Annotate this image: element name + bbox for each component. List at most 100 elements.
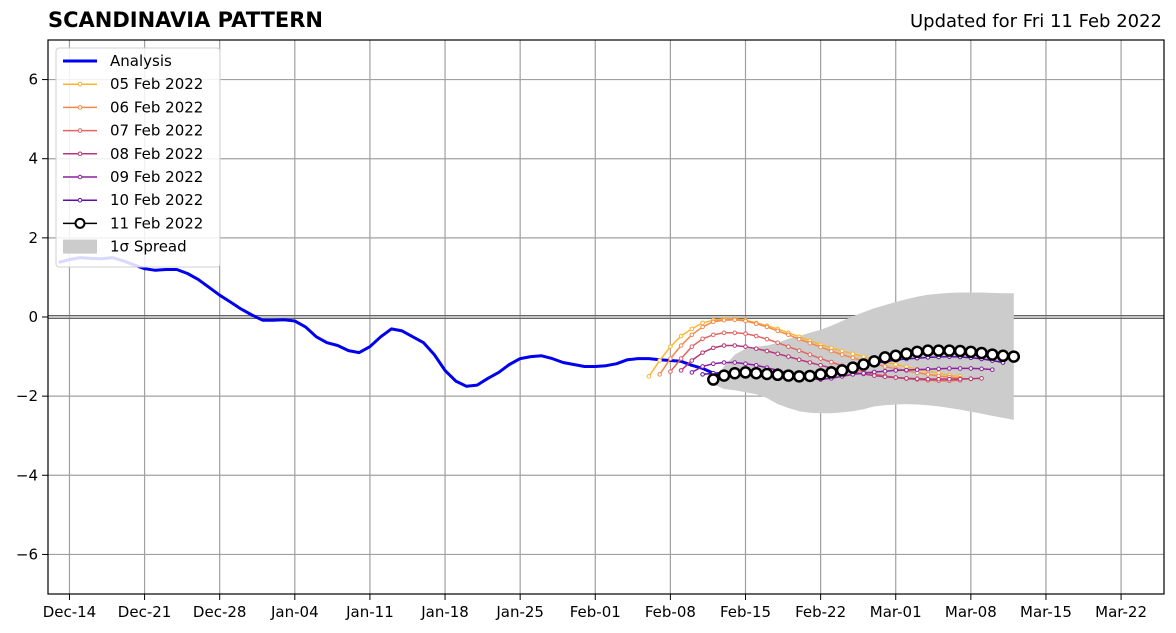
x-tick-label: Dec-14 <box>43 603 97 621</box>
series-layer <box>58 256 1021 388</box>
series-point <box>835 364 849 377</box>
series-point <box>711 345 716 351</box>
series-point <box>839 348 845 354</box>
series-point <box>717 369 731 382</box>
series-point <box>796 336 802 342</box>
series-point <box>721 360 727 365</box>
series-point <box>689 370 695 375</box>
legend-label: 05 Feb 2022 <box>110 75 203 93</box>
series-point <box>979 376 984 381</box>
series-point <box>893 368 899 373</box>
series-point <box>775 351 780 357</box>
series-point <box>803 369 817 383</box>
series-point <box>796 357 802 363</box>
series-point <box>882 374 888 380</box>
series-point <box>850 351 856 357</box>
series-point <box>753 333 759 339</box>
series-point <box>721 343 727 348</box>
legend-label: 07 Feb 2022 <box>110 122 203 140</box>
series-point <box>846 361 860 374</box>
series-point <box>910 345 924 359</box>
series-point <box>990 367 995 372</box>
legend-swatch-marker <box>77 81 83 87</box>
series-point <box>657 358 662 363</box>
series-point <box>792 370 806 383</box>
series-point <box>700 372 705 377</box>
series-point <box>882 368 888 374</box>
series-point <box>893 362 899 367</box>
series-point <box>700 364 705 369</box>
axes-layer: Dec-14 Dec-21 Dec-28 Jan-04 Jan-11 Jan-18 Jan-… <box>16 39 1165 621</box>
series-point <box>764 336 770 342</box>
series-point <box>900 347 913 361</box>
series-point <box>871 369 877 375</box>
x-tick-label: Jan-25 <box>495 603 544 621</box>
legend-label: Analysis <box>110 52 172 70</box>
series-point <box>996 349 1010 363</box>
series-point <box>678 356 684 361</box>
series-point <box>700 320 705 326</box>
series-point <box>914 367 920 372</box>
series-point <box>707 373 720 386</box>
x-tick-label: Mar-08 <box>945 603 997 621</box>
series-point <box>829 359 834 365</box>
series-point <box>721 330 727 336</box>
y-tick-label: 0 <box>28 308 38 326</box>
series-point <box>668 344 673 349</box>
series-point <box>936 376 941 382</box>
series-point <box>825 366 838 379</box>
legend-swatch-marker <box>74 217 86 229</box>
series-point <box>871 373 877 378</box>
series-point <box>968 366 974 371</box>
series-point <box>850 355 856 361</box>
y-tick-label: 4 <box>28 150 38 168</box>
series-point <box>678 368 684 373</box>
series-point <box>839 352 845 357</box>
x-tick-label: Feb-15 <box>720 603 771 621</box>
y-tick-label: −4 <box>16 466 38 484</box>
legend-label: 09 Feb 2022 <box>110 168 203 186</box>
series-point <box>711 361 716 366</box>
series-point <box>957 376 963 382</box>
series-point <box>807 352 813 357</box>
chart-title: SCANDINAVIA PATTERN <box>48 8 323 32</box>
series-point <box>689 332 695 338</box>
series-point <box>986 348 999 361</box>
series-point <box>968 376 974 382</box>
series-point <box>1007 350 1021 363</box>
legend-label: 06 Feb 2022 <box>110 98 203 116</box>
legend-swatch-marker <box>77 174 83 180</box>
series-point <box>764 348 770 354</box>
series-point <box>925 372 931 377</box>
series-point <box>807 360 813 365</box>
series-point <box>743 344 748 349</box>
series-point <box>818 356 823 361</box>
series-point <box>743 331 748 336</box>
series-point <box>749 366 763 380</box>
series-point <box>700 336 705 342</box>
series-point <box>732 343 738 348</box>
series-point <box>775 328 780 334</box>
series-point <box>668 356 673 361</box>
series-point <box>700 324 705 330</box>
series-point <box>957 366 963 371</box>
series-point <box>771 368 784 382</box>
series-point <box>689 344 695 349</box>
series-point <box>943 344 956 357</box>
series-point <box>711 332 716 338</box>
legend-swatch-spread <box>63 239 97 254</box>
series-point <box>711 319 716 325</box>
series-point <box>678 333 684 339</box>
series-point <box>882 364 888 369</box>
series-point <box>829 348 834 354</box>
series-point <box>732 360 738 365</box>
legend-label: 1σ Spread <box>110 238 187 256</box>
series-point <box>878 351 892 364</box>
series-point <box>914 376 920 382</box>
series-point <box>739 366 752 379</box>
x-tick-label: Feb-08 <box>645 603 696 621</box>
series-point <box>753 362 759 368</box>
series-point <box>979 366 984 372</box>
legend-label: 11 Feb 2022 <box>110 214 203 232</box>
